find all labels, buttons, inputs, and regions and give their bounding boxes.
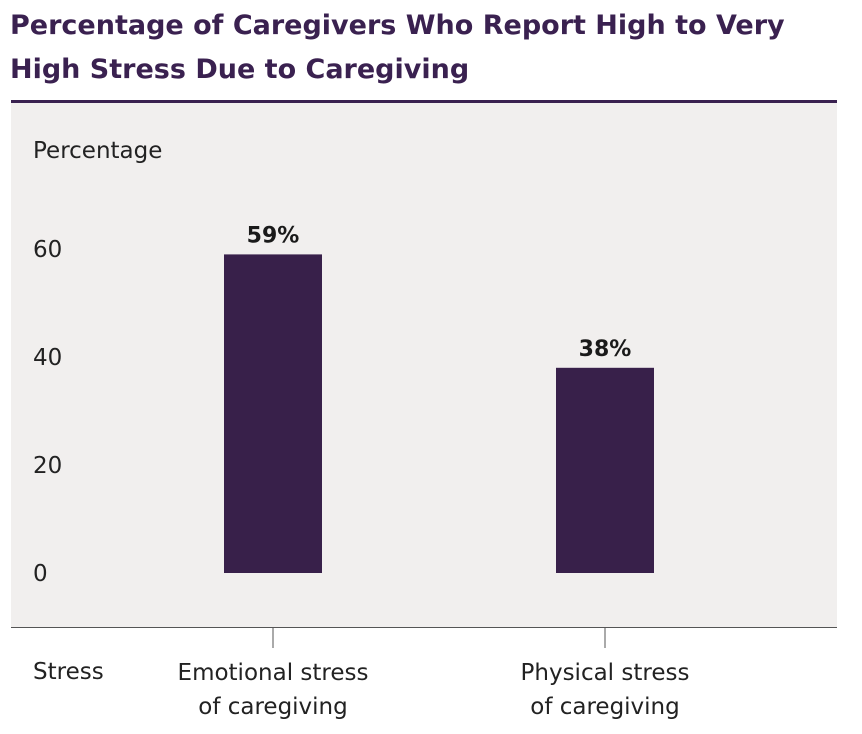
plot-area bbox=[11, 103, 837, 627]
y-tick-label: 60 bbox=[33, 237, 62, 263]
y-tick-label: 20 bbox=[33, 453, 62, 479]
bar-value-label: 59% bbox=[247, 223, 300, 248]
chart-title: Percentage of Caregivers Who Report High… bbox=[10, 10, 785, 85]
bar bbox=[556, 367, 654, 573]
x-category-label: Physical stress of caregiving bbox=[521, 660, 690, 720]
x-category-label: Emotional stress of caregiving bbox=[178, 660, 369, 720]
y-axis-label: Percentage bbox=[33, 138, 163, 164]
bar-value-label: 38% bbox=[579, 337, 632, 362]
x-axis-line bbox=[11, 627, 837, 628]
x-axis-label: Stress bbox=[33, 659, 104, 685]
y-tick-label: 40 bbox=[33, 345, 62, 371]
y-tick-label: 0 bbox=[33, 561, 48, 587]
title-divider bbox=[11, 100, 837, 103]
bar bbox=[224, 254, 322, 573]
